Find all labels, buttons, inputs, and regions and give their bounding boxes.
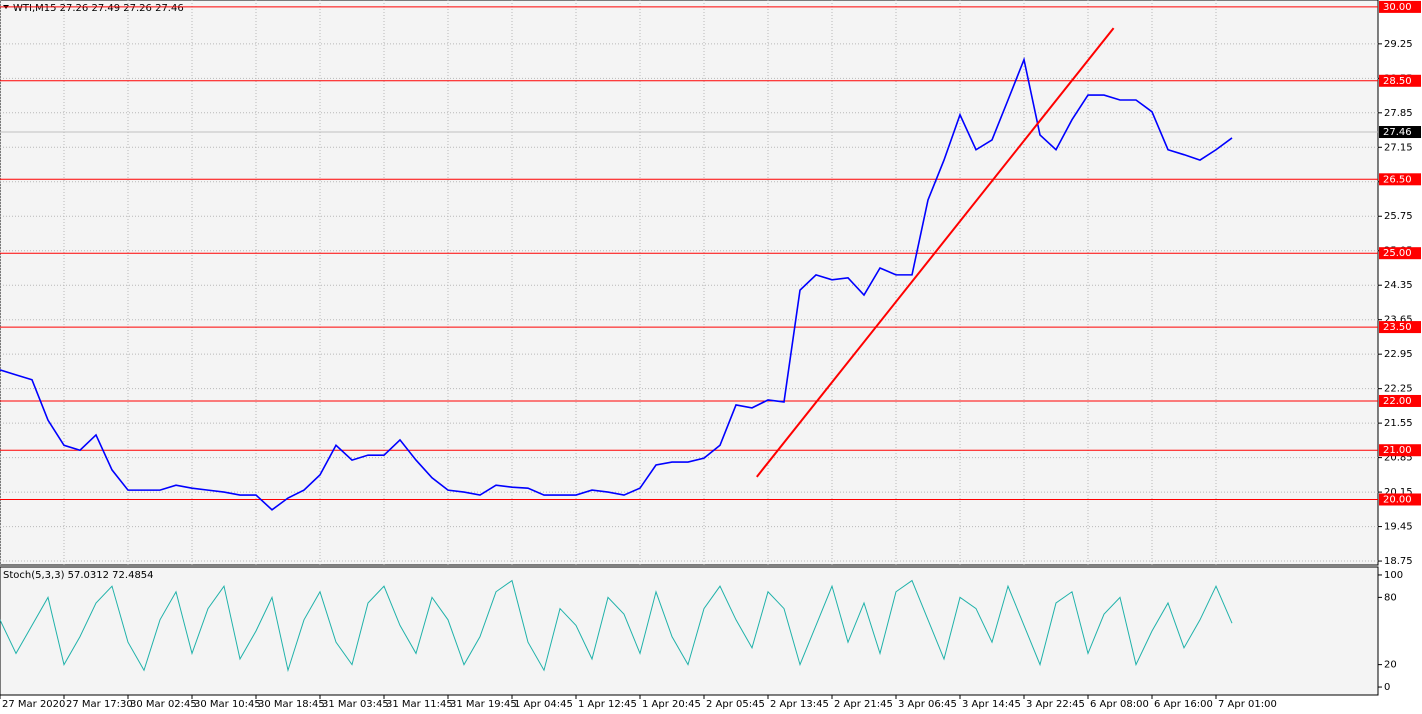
y-tick-label: 20.85 [1384,453,1413,464]
stoch-pane [0,566,1379,696]
x-tick-label: 30 Mar 18:45 [258,699,325,710]
x-tick-label: 7 Apr 01:00 [1218,699,1277,710]
level-box [1379,394,1421,407]
series-line [0,56,1233,511]
y-tick-label: 80 [1384,592,1397,603]
y-tick-label: 19.45 [1384,522,1413,533]
x-tick-label: 30 Mar 10:45 [194,699,261,710]
y-tick-label: 29.25 [1384,39,1413,50]
level-label: 20.00 [1383,494,1412,505]
x-tick-label: 2 Apr 13:45 [770,699,829,710]
y-tick-label: 23.65 [1384,315,1413,326]
x-tick-label: 6 Apr 16:00 [1154,699,1213,710]
x-tick-label: 30 Mar 02:45 [130,699,197,710]
y-tick-label: 24.35 [1384,280,1413,291]
level-box [1379,493,1421,506]
x-tick-label: 31 Mar 19:45 [450,699,517,710]
level-label: 23.50 [1383,322,1412,333]
y-tick-label: 0 [1384,682,1390,693]
y-tick-label: 22.95 [1384,349,1413,360]
y-tick-label: 21.55 [1384,418,1413,429]
x-tick-label: 3 Apr 14:45 [962,699,1021,710]
x-tick-label: 2 Apr 05:45 [706,699,765,710]
y-tick-label: 27.15 [1384,142,1413,153]
x-tick-label: 1 Apr 12:45 [578,699,637,710]
x-tick-label: 2 Apr 21:45 [834,699,893,710]
current-price-label: 27.46 [1383,127,1412,138]
y-tick-label: 22.25 [1384,384,1413,395]
level-box [1379,321,1421,334]
x-tick-label: 31 Mar 03:45 [322,699,389,710]
level-box [1379,0,1421,13]
x-tick-label: 27 Mar 2020 [2,699,65,710]
x-tick-label: 3 Apr 06:45 [898,699,957,710]
y-tick-label: 27.85 [1384,108,1413,119]
level-label: 21.00 [1383,445,1412,456]
x-tick-label: 1 Apr 04:45 [514,699,573,710]
trend-line [756,27,1115,478]
x-tick-label: 3 Apr 22:45 [1026,699,1085,710]
main-pane [0,0,1379,566]
level-label: 22.00 [1383,396,1412,407]
y-tick-label: 20 [1384,660,1397,671]
y-tick-label: 100 [1384,570,1403,581]
x-tick-label: 31 Mar 11:45 [386,699,453,710]
current-price-box [1379,126,1421,139]
level-box [1379,173,1421,186]
level-label: 26.50 [1383,174,1412,185]
y-tick-label: 20.15 [1384,487,1413,498]
x-tick-label: 27 Mar 17:30 [66,699,133,710]
level-label: 28.50 [1383,76,1412,87]
level-box [1379,247,1421,260]
y-tick-label: 25.75 [1384,211,1413,222]
level-label: 25.00 [1383,248,1412,259]
y-tick-label: 18.75 [1384,556,1413,567]
x-tick-label: 6 Apr 08:00 [1090,699,1149,710]
level-box [1379,444,1421,457]
series-line [0,579,1233,673]
level-label: 30.00 [1383,2,1412,13]
level-box [1379,74,1421,87]
x-tick-label: 1 Apr 20:45 [642,699,701,710]
chart-title: WTI,M15 27.26 27.49 27.26 27.46 [13,3,184,14]
stoch-title: Stoch(5,3,3) 57.0312 72.4854 [3,570,154,581]
